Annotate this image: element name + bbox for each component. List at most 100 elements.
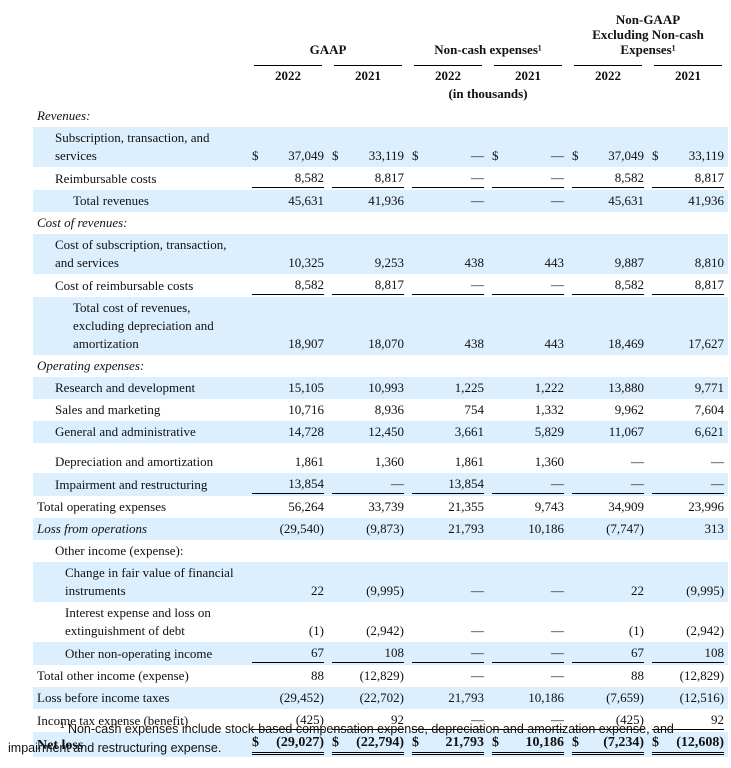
value-cell — [568, 105, 648, 127]
amount-value: 12,450 — [368, 424, 404, 439]
amount-value: 10,325 — [288, 255, 324, 270]
value-cell: (29,540) — [248, 518, 328, 540]
row-label: Interest expense and loss on extinguishm… — [65, 605, 211, 638]
table-row: Operating expenses: — [33, 355, 728, 377]
row-label: Depreciation and amortization — [55, 454, 214, 469]
value-cell — [328, 105, 408, 127]
value-cell: — — [488, 562, 569, 602]
value-cell: 45,631 — [248, 190, 328, 212]
value-cell — [328, 355, 408, 377]
row-label: Subscription, transaction, and services — [33, 127, 248, 167]
table-row: Income tax expense (benefit) (425) 92 — — (42… — [33, 709, 728, 732]
value-cell: — — [488, 642, 569, 665]
footnote: 1 Non-cash expenses include stock-based … — [8, 716, 723, 758]
amount-value: 9,887 — [614, 255, 645, 270]
amount-value: 9,962 — [614, 402, 645, 417]
year-cell: 2021 — [648, 63, 728, 86]
amount-value: — — [492, 475, 565, 494]
value-cell: 11,067 — [568, 421, 649, 443]
amount-value: 5,829 — [534, 424, 565, 439]
amount-value: 8,582 — [252, 276, 324, 295]
table-row: Subscription, transaction, and services $… — [33, 127, 729, 167]
value-cell: $ — — [488, 127, 569, 167]
row-label: Other income (expense): — [55, 543, 184, 558]
amount-value: 41,936 — [368, 193, 404, 208]
table-row: Other income (expense): — [33, 540, 728, 562]
amount-value: — — [492, 169, 565, 188]
table-row: Research and development 15,105 10,993 1,22… — [33, 377, 729, 399]
amount-value: 10,716 — [288, 402, 324, 417]
value-cell: (29,452) — [248, 687, 328, 709]
value-cell — [568, 540, 648, 562]
amount-value: 18,469 — [608, 336, 645, 351]
amount-value: (12,829) — [679, 668, 725, 683]
amount-value: 21,793 — [448, 521, 484, 536]
value-cell: 1,225 — [408, 377, 488, 399]
value-cell: 88 — [568, 665, 648, 687]
amount-value: — — [471, 583, 484, 598]
value-cell: 41,936 — [648, 190, 729, 212]
row-label: Income tax expense (benefit) — [37, 713, 189, 728]
value-cell: 18,907 — [248, 297, 328, 355]
amount-value: 8,817 — [332, 276, 404, 295]
value-cell: 5,829 — [488, 421, 569, 443]
amount-value: 13,880 — [608, 380, 645, 395]
value-cell: 1,360 — [328, 443, 408, 473]
value-cell: 56,264 — [248, 496, 328, 518]
table-row: Cost of reimbursable costs 8,582 8,817 — — 8,… — [33, 274, 728, 297]
amount-value: — — [652, 475, 725, 494]
value-cell: (9,995) — [328, 562, 408, 602]
row-label: Total operating expenses — [37, 499, 167, 514]
row-label: Cost of revenues: — [37, 215, 128, 230]
value-cell: 108 — [648, 642, 729, 665]
value-cell: 33,739 — [328, 496, 408, 518]
amount-value: (22,702) — [359, 690, 404, 705]
amount-value: 67 — [572, 644, 645, 663]
amount-value: 88 — [631, 668, 645, 683]
amount-value: 8,810 — [694, 255, 725, 270]
value-cell: 438 — [408, 234, 488, 274]
value-cell: 108 — [328, 642, 408, 665]
value-cell: 22 — [248, 562, 328, 602]
value-cell: 7,604 — [648, 399, 728, 421]
amount-value: 15,105 — [288, 380, 324, 395]
currency-symbol: $ — [332, 148, 339, 163]
amount-value: — — [471, 148, 484, 163]
amount-value: 443 — [544, 336, 565, 351]
year-label: 2021 — [334, 65, 402, 84]
value-cell: (12,829) — [648, 665, 728, 687]
amount-value: — — [412, 169, 484, 188]
value-cell: 21,355 — [408, 496, 488, 518]
value-cell: 8,817 — [648, 274, 728, 297]
table-row: Sales and marketing 10,716 8,936 754 1,332 9,… — [33, 399, 728, 421]
amount-value: — — [412, 276, 484, 295]
amount-value: 23,996 — [688, 499, 725, 514]
amount-value: — — [492, 276, 565, 295]
amount-value: 1,360 — [374, 454, 404, 469]
amount-value: (29,540) — [279, 521, 324, 536]
value-cell: 9,743 — [488, 496, 568, 518]
value-cell: — — [408, 642, 488, 665]
amount-value: — — [551, 583, 565, 598]
footnote-marker: 1 — [60, 721, 65, 730]
amount: $33,119 — [332, 147, 404, 165]
value-cell: — — [408, 190, 488, 212]
value-cell — [648, 212, 728, 234]
value-cell: 8,817 — [648, 167, 728, 190]
value-cell: — — [648, 473, 729, 496]
amount-value: — — [551, 668, 565, 683]
group-header: Non-GAAP Excluding Non-cash Expenses¹ — [592, 12, 704, 57]
amount-value: 108 — [332, 644, 404, 663]
value-cell: 10,186 — [488, 518, 569, 540]
value-cell: 12,450 — [328, 421, 408, 443]
amount-value: (7,234) — [603, 735, 645, 750]
amount-value: 10,186 — [528, 521, 565, 536]
value-cell: $37,049 — [568, 127, 649, 167]
amount: $ (7,234) — [572, 734, 645, 755]
row-label: Loss before income taxes — [33, 687, 248, 709]
year-cell: 2022 — [568, 63, 648, 86]
value-cell: (2,942) — [648, 602, 728, 642]
value-cell: $ (29,027) — [248, 732, 328, 757]
amount-value: (9,995) — [686, 583, 725, 598]
